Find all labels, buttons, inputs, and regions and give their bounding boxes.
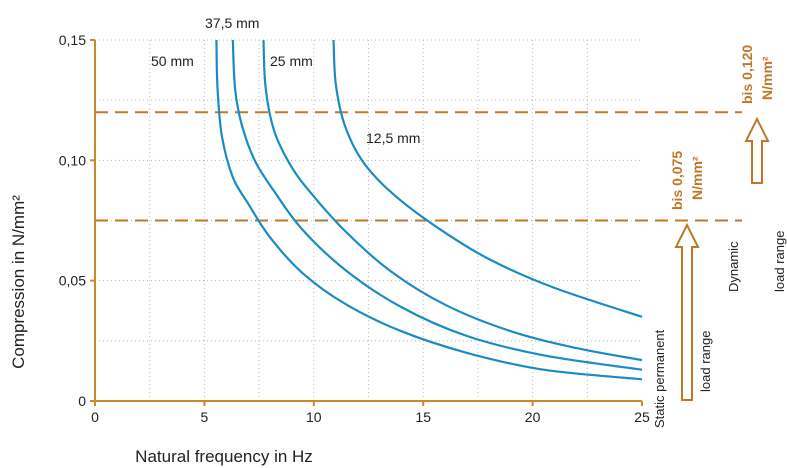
dynamic-range-arrow-icon bbox=[744, 116, 770, 184]
x-tick-label: 5 bbox=[201, 409, 209, 425]
limit-lines bbox=[95, 111, 742, 222]
curve-label-25mm: 25 mm bbox=[270, 53, 313, 69]
curve-labels: 50 mm 37,5 mm 25 mm 12,5 mm bbox=[151, 15, 420, 146]
dynamic-limit-label-unit: N/mm² bbox=[759, 56, 775, 100]
static-range-label-1: Static permanent bbox=[652, 329, 667, 428]
dynamic-range-label-1: Dynamic bbox=[726, 241, 741, 292]
y-tick-label: 0 bbox=[78, 393, 86, 409]
static-range-arrow-icon bbox=[674, 222, 700, 401]
curve-label-50mm: 50 mm bbox=[151, 53, 194, 69]
static-limit-label-value: bis 0,075 bbox=[669, 151, 685, 210]
curve-label-37-5mm: 37,5 mm bbox=[205, 15, 259, 31]
y-tick-label: 0,10 bbox=[59, 152, 86, 168]
axes bbox=[94, 40, 642, 402]
y-tick-label: 0,15 bbox=[59, 32, 86, 48]
curves bbox=[215, 39, 643, 381]
x-tick-label: 25 bbox=[634, 409, 650, 425]
curve-37-5-mm bbox=[231, 39, 643, 371]
x-tick-label: 20 bbox=[525, 409, 541, 425]
x-tick-label: 0 bbox=[91, 409, 99, 425]
x-axis-title: Natural frequency in Hz bbox=[135, 447, 313, 466]
dynamic-range-label-2: load range bbox=[772, 231, 787, 292]
x-tick-label: 15 bbox=[415, 409, 431, 425]
dynamic-limit-label-value: bis 0,120 bbox=[739, 45, 755, 104]
curve-25-mm bbox=[262, 39, 643, 362]
annotations: bis 0,075 N/mm² bis 0,120 N/mm² Static p… bbox=[652, 45, 787, 428]
static-limit-label-unit: N/mm² bbox=[689, 156, 705, 200]
x-tick-label: 10 bbox=[306, 409, 322, 425]
curve-label-12-5mm: 12,5 mm bbox=[366, 130, 420, 146]
curve-12-5-mm bbox=[332, 39, 643, 318]
y-tick-label: 0,05 bbox=[59, 273, 86, 289]
ticks: 0 5 10 15 20 25 0 0,05 0,10 0,15 bbox=[59, 32, 650, 425]
curve-50-mm bbox=[215, 39, 643, 381]
y-axis-title: Compression in N/mm² bbox=[9, 195, 28, 369]
static-range-label-2: load range bbox=[698, 331, 713, 392]
